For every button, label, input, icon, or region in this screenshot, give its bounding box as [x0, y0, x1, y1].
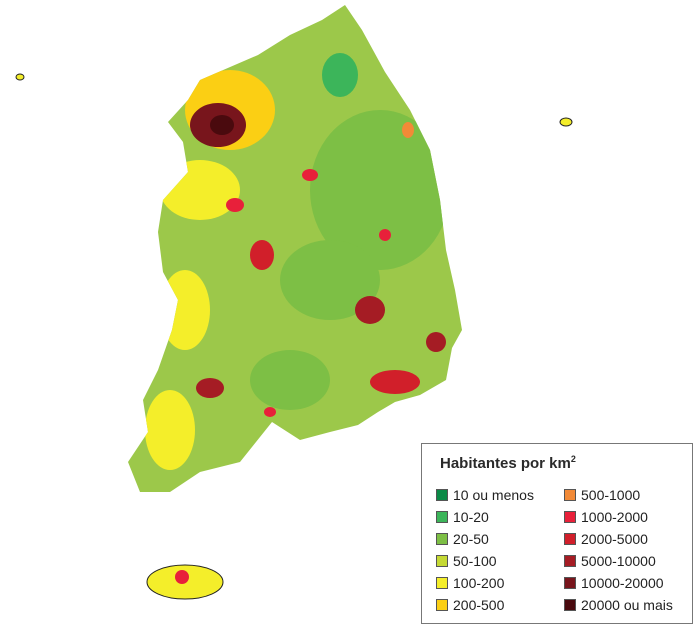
legend-item: 20000 ou mais — [564, 594, 673, 616]
legend-label: 10 ou menos — [453, 487, 534, 503]
legend-item: 200-500 — [436, 594, 534, 616]
region-daegu — [355, 296, 385, 324]
legend-swatch — [564, 555, 576, 567]
legend-item: 2000-5000 — [564, 528, 673, 550]
legend-item: 10000-20000 — [564, 572, 673, 594]
legend-label: 500-1000 — [581, 487, 641, 503]
ulleung-island — [559, 117, 573, 127]
legend-item: 5000-10000 — [564, 550, 673, 572]
legend-label: 20-50 — [453, 531, 489, 547]
legend-swatch — [436, 555, 448, 567]
region-chungnam — [160, 160, 240, 220]
region-city — [379, 229, 391, 241]
legend-label: 5000-10000 — [581, 553, 656, 569]
region-ulsan — [426, 332, 446, 352]
jeju-city — [175, 570, 189, 584]
legend-item: 20-50 — [436, 528, 534, 550]
legend-item: 1000-2000 — [564, 506, 673, 528]
region-jeonnam-coast — [145, 390, 195, 470]
legend-swatch — [564, 489, 576, 501]
legend-label: 20000 ou mais — [581, 597, 673, 613]
region-city — [402, 122, 414, 138]
region-gwangju — [196, 378, 224, 398]
region-south-gyeongsang — [250, 350, 330, 410]
region-jeonbuk — [160, 270, 210, 350]
legend-item: 500-1000 — [564, 484, 673, 506]
island — [15, 73, 25, 81]
region-seoul-core — [210, 115, 234, 135]
region-gangwon — [310, 110, 450, 270]
legend-label: 10-20 — [453, 509, 489, 525]
legend: Habitantes por km2 10 ou menos 10-20 20-50… — [421, 443, 693, 624]
legend-swatch — [564, 577, 576, 589]
region-low-density — [322, 53, 358, 97]
region-daejeon — [250, 240, 274, 270]
legend-label: 200-500 — [453, 597, 505, 613]
legend-item: 100-200 — [436, 572, 534, 594]
legend-label: 50-100 — [453, 553, 497, 569]
legend-label: 1000-2000 — [581, 509, 648, 525]
legend-swatch — [436, 533, 448, 545]
legend-label: 10000-20000 — [581, 575, 664, 591]
legend-item: 10 ou menos — [436, 484, 534, 506]
legend-item: 50-100 — [436, 550, 534, 572]
legend-item: 10-20 — [436, 506, 534, 528]
legend-label: 100-200 — [453, 575, 505, 591]
mainland — [128, 5, 462, 492]
legend-swatch — [436, 511, 448, 523]
region-city — [302, 169, 318, 181]
legend-swatch — [564, 511, 576, 523]
legend-swatch — [564, 533, 576, 545]
legend-swatch — [436, 599, 448, 611]
region-busan — [370, 370, 420, 394]
legend-title: Habitantes por km2 — [440, 454, 576, 472]
legend-swatch — [436, 489, 448, 501]
legend-swatch — [436, 577, 448, 589]
legend-label: 2000-5000 — [581, 531, 648, 547]
legend-swatch — [564, 599, 576, 611]
region-city — [264, 407, 276, 417]
region-north-gyeongsang — [280, 240, 380, 320]
region-city — [226, 198, 244, 212]
